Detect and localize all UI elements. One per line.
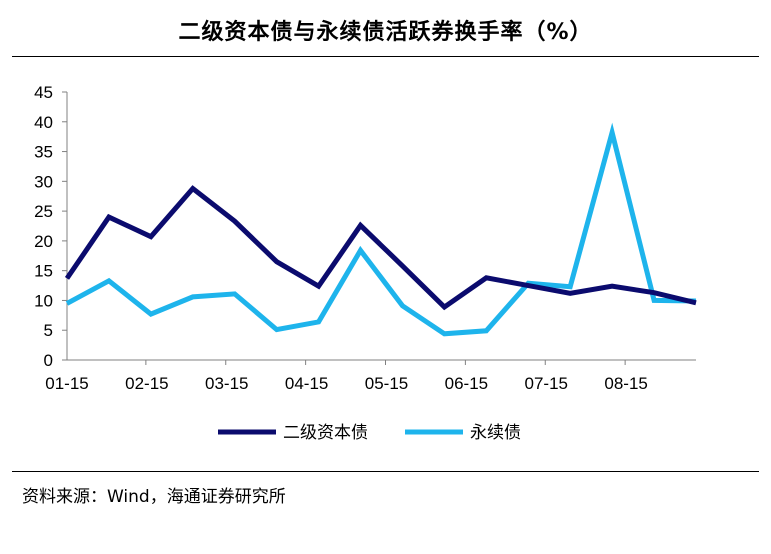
series-line-tier2-capital-bond <box>64 185 697 311</box>
y-tick-label: 25 <box>34 202 53 221</box>
line-chart: 0 5 10 15 20 25 30 35 40 45 01-15 02-15 03-15 04-15 05… <box>34 83 697 443</box>
source-note: 资料来源：Wind，海通证券研究所 <box>22 487 286 507</box>
x-tick-label: 05-15 <box>365 374 408 393</box>
y-tick-label: 40 <box>34 113 53 132</box>
chart-title: 二级资本债与永续债活跃券换手率（%） <box>178 20 593 45</box>
y-tick-label: 45 <box>34 83 53 102</box>
x-tick-label: 02-15 <box>125 374 168 393</box>
x-tick-label: 08-15 <box>604 374 647 393</box>
y-tick-label: 35 <box>34 143 53 162</box>
y-tick-label: 15 <box>34 262 53 281</box>
y-tick-label: 20 <box>34 232 53 251</box>
bottom-rule <box>12 471 759 472</box>
x-tick-label: 04-15 <box>285 374 328 393</box>
y-tick-label: 0 <box>44 351 53 370</box>
x-tick-label: 01-15 <box>45 374 88 393</box>
x-tick-label: 06-15 <box>445 374 488 393</box>
legend-perpetual-bond-label: 永续债 <box>470 423 521 443</box>
x-tick-label: 07-15 <box>525 374 568 393</box>
series-line-perpetual-bond <box>65 122 697 337</box>
x-tick-label: 03-15 <box>205 374 248 393</box>
y-tick-label: 5 <box>44 321 53 340</box>
top-rule <box>12 56 759 57</box>
y-tick-label: 30 <box>34 172 53 191</box>
legend-tier2-capital-bond-label: 二级资本债 <box>283 423 368 443</box>
y-tick-label: 10 <box>34 291 53 310</box>
